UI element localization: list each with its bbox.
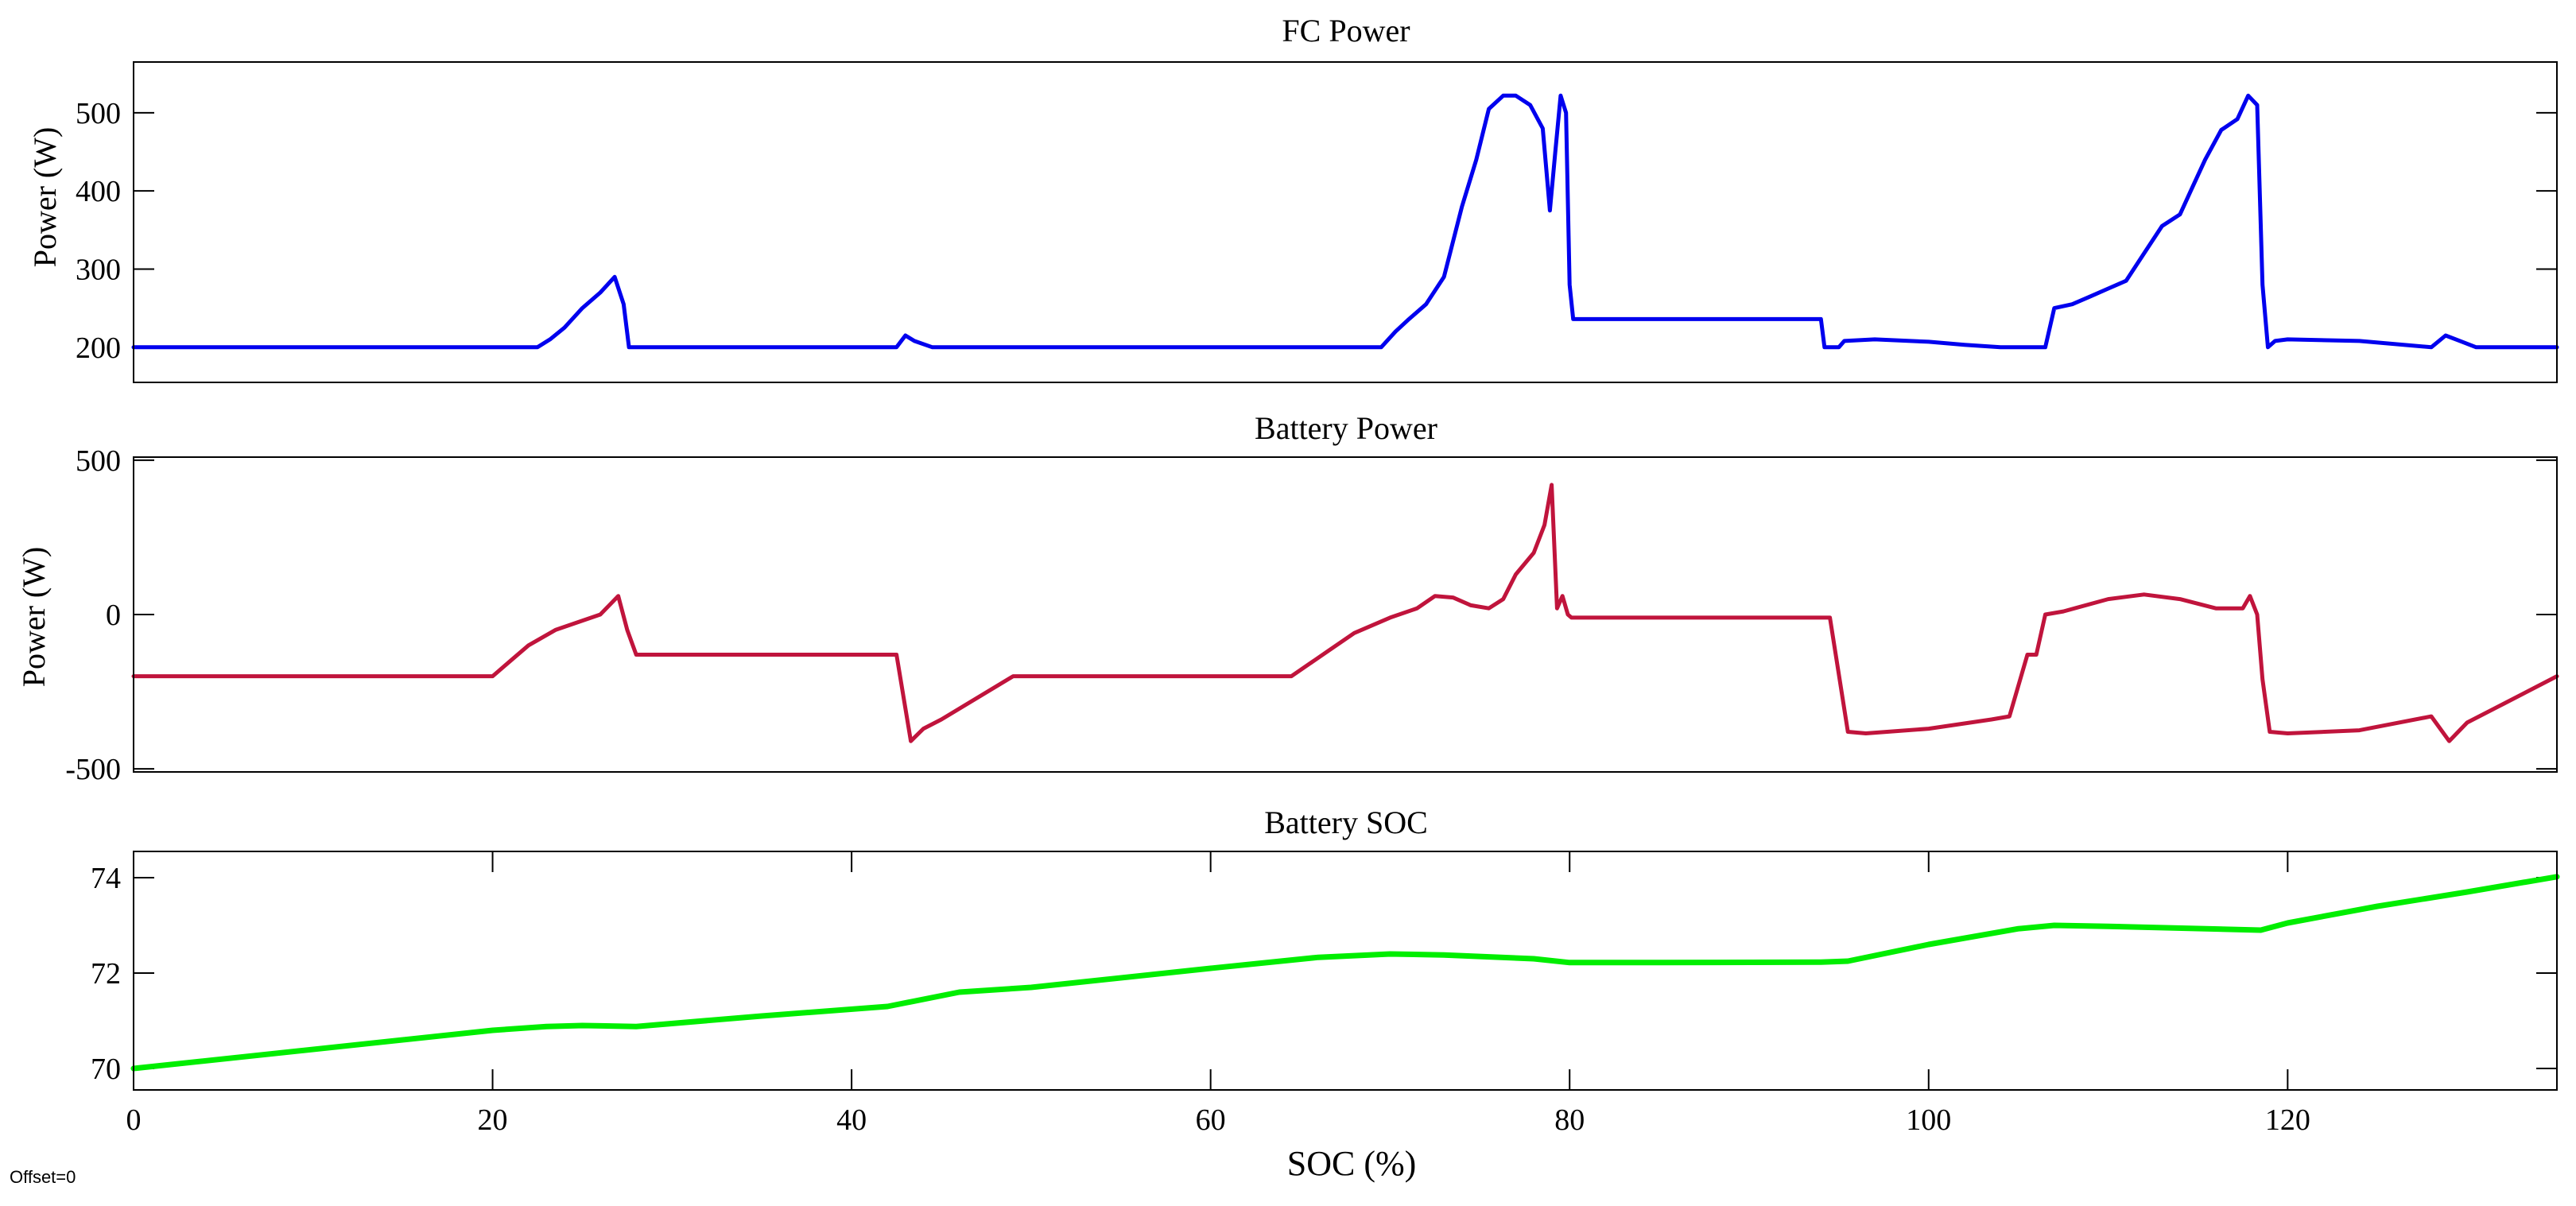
- battery-soc-title: Battery SOC: [1264, 805, 1428, 840]
- x-axis-label: SOC (%): [1287, 1144, 1417, 1183]
- y-tick-label: 74: [91, 862, 121, 895]
- y-tick-label: 70: [91, 1053, 121, 1086]
- fc-power-yticks: 200 300 400 500: [76, 97, 2557, 365]
- x-tick-label: 20: [478, 1103, 508, 1137]
- battery-power-ylabel: Power (W): [16, 547, 52, 688]
- x-tick-label: 80: [1554, 1103, 1585, 1137]
- y-tick-label: 72: [91, 957, 121, 991]
- battery-soc-xticks: 0 20 40 60 80 100 120: [126, 851, 2310, 1137]
- x-tick-label: 120: [2265, 1103, 2310, 1137]
- battery-power-title: Battery Power: [1255, 410, 1437, 446]
- x-tick-label: 40: [836, 1103, 867, 1137]
- battery-power-panel: Battery Power Power (W) -500 0 500: [16, 410, 2559, 786]
- y-tick-label: 200: [76, 332, 121, 365]
- battery-power-plot-frame: [133, 456, 2558, 773]
- fc-power-panel: FC Power Power (W) 200 300 400 500: [27, 13, 2559, 383]
- offset-label: Offset=0: [10, 1167, 76, 1187]
- fc-power-plot-frame: [133, 61, 2558, 383]
- battery-soc-yticks: 70 72 74: [91, 862, 2557, 1086]
- battery-power-yticks: -500 0 500: [65, 444, 2557, 786]
- fc-power-ylabel: Power (W): [27, 127, 63, 268]
- y-tick-label: 0: [106, 599, 121, 632]
- y-tick-label: -500: [65, 753, 121, 786]
- y-tick-label: 500: [76, 444, 121, 478]
- x-tick-label: 60: [1196, 1103, 1226, 1137]
- y-tick-label: 500: [76, 97, 121, 130]
- x-tick-label: 0: [126, 1103, 142, 1137]
- fc-power-line: [131, 93, 2559, 350]
- battery-soc-plot-frame: [133, 851, 2558, 1091]
- battery-power-line: [131, 483, 2559, 743]
- battery-soc-panel: Battery SOC 70 72 74 0 20 40 60 80 100 120 SOC (…: [91, 805, 2560, 1183]
- y-tick-label: 400: [76, 175, 121, 208]
- fc-power-title: FC Power: [1282, 13, 1410, 48]
- y-tick-label: 300: [76, 253, 121, 286]
- battery-soc-line: [130, 874, 2560, 1072]
- x-tick-label: 100: [1906, 1103, 1951, 1137]
